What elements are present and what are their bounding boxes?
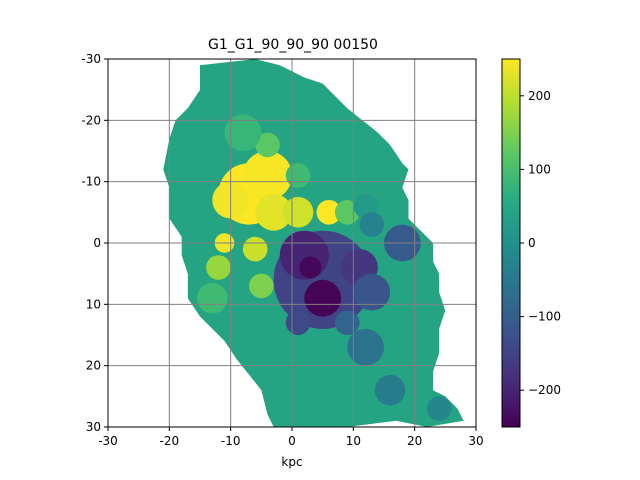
x-axis-label: kpc xyxy=(281,455,302,469)
colorbar: 200 100 0 −100 −200 xyxy=(501,58,561,428)
heatmap-blob xyxy=(255,132,280,158)
y-tick-label: 0 xyxy=(93,236,101,250)
heatmap-blob xyxy=(426,396,452,421)
heatmap-blob xyxy=(347,328,384,366)
x-tick-label: -10 xyxy=(221,434,241,448)
colorbar-tick-label: −100 xyxy=(528,310,561,324)
heatmap-blob xyxy=(285,163,311,188)
heatmap-blob xyxy=(353,273,391,311)
heatmap-blob xyxy=(282,197,314,228)
x-tick-label: 30 xyxy=(468,434,483,448)
y-axis: -30 -20 -10 0 10 20 30 xyxy=(81,52,108,434)
heatmap-blob xyxy=(299,256,322,279)
chart-title: G1_G1_90_90_90 00150 xyxy=(208,37,378,53)
heatmap-blob xyxy=(255,193,292,231)
heatmap-blob xyxy=(304,279,342,317)
heatmap-blob xyxy=(243,151,292,200)
heatmap-blob xyxy=(334,310,360,336)
x-tick-label: 20 xyxy=(407,434,422,448)
colorbar-gradient xyxy=(502,59,520,427)
y-tick-label: 20 xyxy=(86,359,101,373)
x-axis: -30 -20 -10 0 10 20 30 xyxy=(98,427,484,448)
x-tick-label: 0 xyxy=(288,434,296,448)
y-tick-label: -20 xyxy=(81,113,101,127)
x-tick-label: -30 xyxy=(98,434,118,448)
y-tick-label: -10 xyxy=(81,175,101,189)
colorbar-tick-label: 0 xyxy=(528,236,536,250)
heatmap-blob xyxy=(206,255,231,280)
heatmap-blob xyxy=(197,282,228,314)
heatmap-blob xyxy=(374,374,406,406)
plot-area: -30 -20 -10 0 10 20 30 -30 -20 -10 0 10 20 30 xyxy=(81,52,483,448)
heatmap-blob xyxy=(224,114,262,151)
heatmap-blob xyxy=(248,273,274,299)
heatmap-blob xyxy=(316,200,342,225)
y-tick-label: 10 xyxy=(86,297,101,311)
y-tick-label: 30 xyxy=(86,420,101,434)
colorbar-tick-label: −200 xyxy=(528,383,561,397)
colorbar-tick-label: 100 xyxy=(528,162,551,176)
colorbar-ticks: 200 100 0 −100 −200 xyxy=(520,89,561,397)
heatmap-blob xyxy=(359,212,385,237)
heatmap-blob xyxy=(242,236,268,262)
heatmap-blob xyxy=(285,310,311,336)
x-tick-label: 10 xyxy=(346,434,361,448)
colorbar-tick-label: 200 xyxy=(528,89,551,103)
x-tick-label: -20 xyxy=(160,434,180,448)
grid-lines xyxy=(108,59,476,427)
y-tick-label: -30 xyxy=(81,52,101,66)
